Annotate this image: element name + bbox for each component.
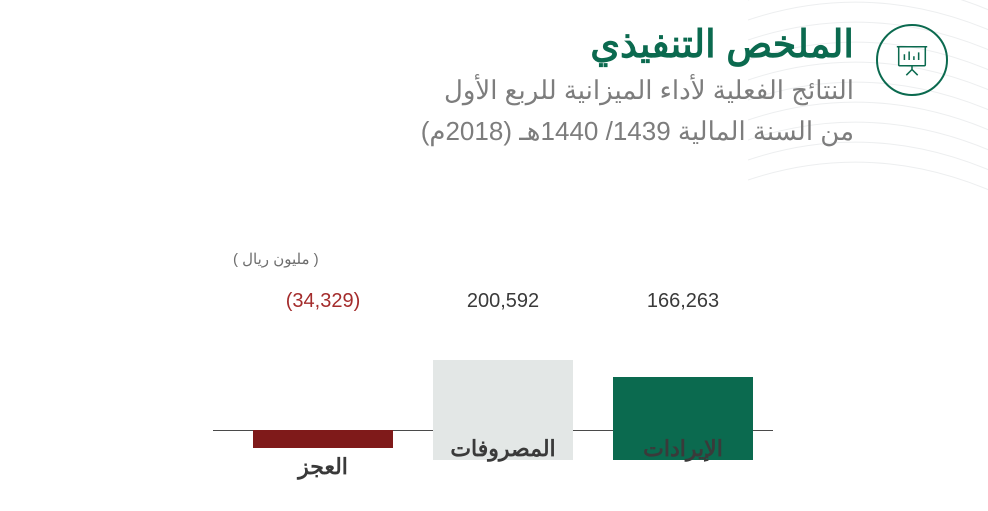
chart-unit-label: ( مليون ريال ) xyxy=(233,250,319,268)
bar-label-expenditure: المصروفات xyxy=(433,436,573,462)
page-subtitle-line1: النتائج الفعلية لأداء الميزانية للربع ال… xyxy=(421,72,854,110)
chart-bars: 166,263 الإيرادات 200,592 المصروفات (34,329)… xyxy=(233,290,753,460)
bar-rect-deficit xyxy=(253,430,393,448)
page-title: الملخص التنفيذي xyxy=(421,24,854,68)
bar-label-deficit: العجز xyxy=(253,454,393,480)
bar-value-expenditure: 200,592 xyxy=(467,290,539,313)
bar-revenue: 166,263 الإيرادات xyxy=(613,290,753,460)
bar-value-revenue: 166,263 xyxy=(647,290,719,313)
presentation-chart-icon xyxy=(876,24,948,96)
bar-label-revenue: الإيرادات xyxy=(613,436,753,462)
header: الملخص التنفيذي النتائج الفعلية لأداء ال… xyxy=(40,24,948,151)
bar-expenditure: 200,592 المصروفات xyxy=(433,290,573,460)
bar-deficit: (34,329)العجز xyxy=(253,290,393,460)
bar-value-deficit: (34,329) xyxy=(286,290,361,313)
page-subtitle-line2: من السنة المالية 1439/ 1440هـ (2018م) xyxy=(421,113,854,151)
